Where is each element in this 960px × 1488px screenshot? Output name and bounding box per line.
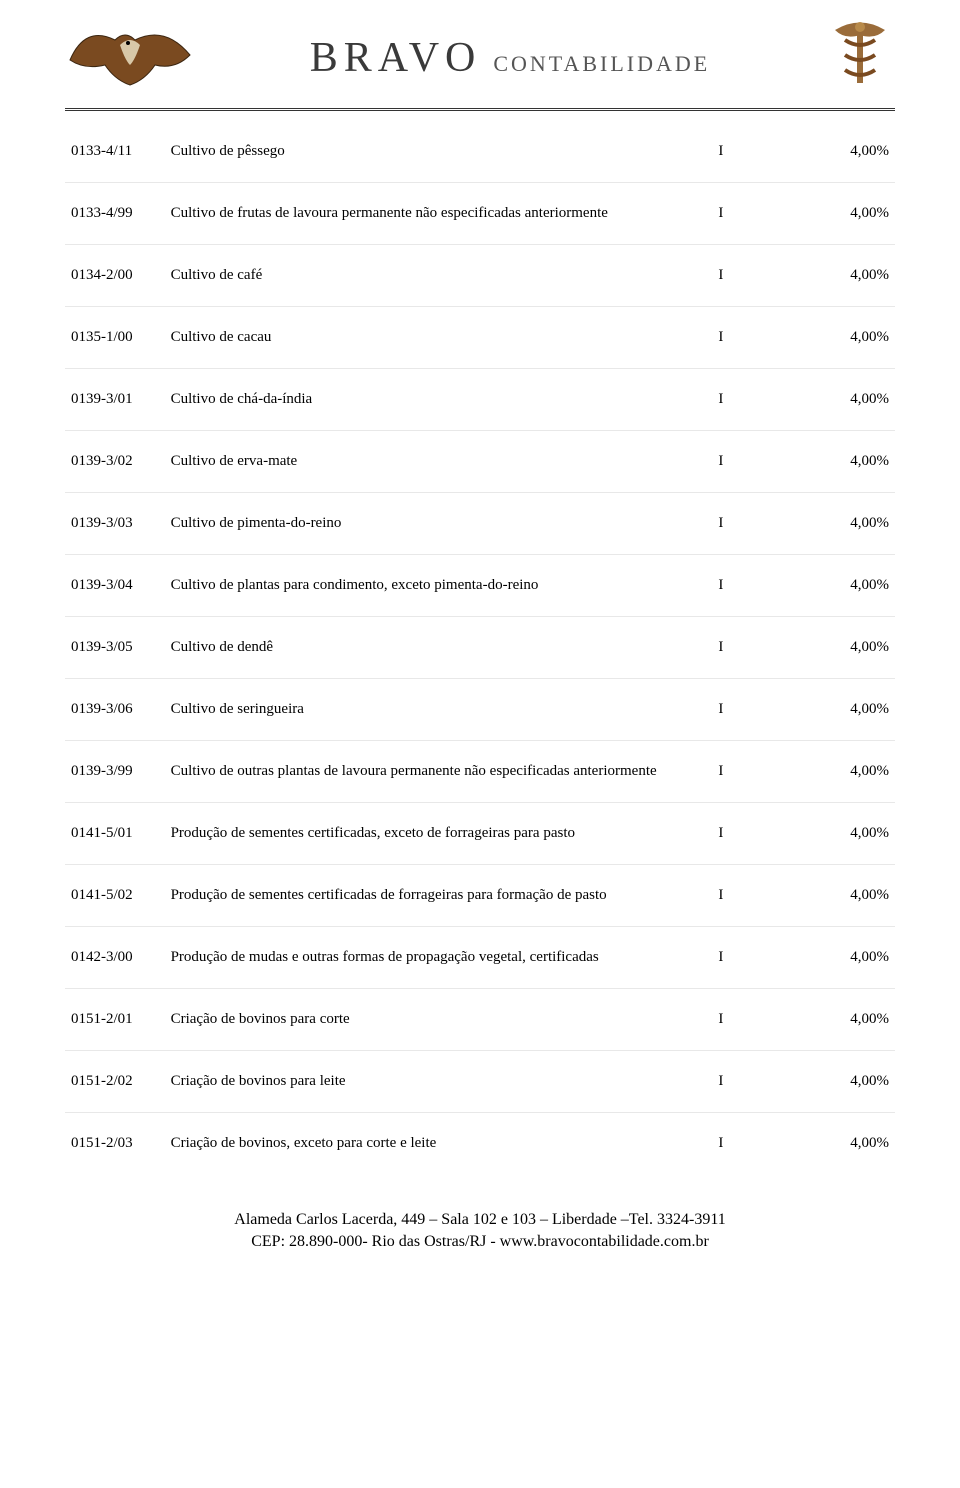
cell-description: Cultivo de cacau <box>165 307 713 369</box>
brand-main: BRAVO <box>310 34 482 82</box>
cell-anexo: I <box>712 617 778 679</box>
cell-aliquota: 4,00% <box>779 865 895 927</box>
cell-aliquota: 4,00% <box>779 679 895 741</box>
table-row: 0139-3/06Cultivo de seringueiraI4,00% <box>65 679 895 741</box>
cell-anexo: I <box>712 183 778 245</box>
cell-description: Cultivo de dendê <box>165 617 713 679</box>
cell-anexo: I <box>712 555 778 617</box>
cell-anexo: I <box>712 245 778 307</box>
caduceus-logo-icon <box>825 15 895 100</box>
cell-aliquota: 4,00% <box>779 555 895 617</box>
cell-anexo: I <box>712 307 778 369</box>
table-row: 0151-2/01Criação de bovinos para corteI4… <box>65 989 895 1051</box>
cell-anexo: I <box>712 431 778 493</box>
cell-code: 0141-5/02 <box>65 865 165 927</box>
cell-description: Produção de sementes certificadas, excet… <box>165 803 713 865</box>
footer-line2: CEP: 28.890-000- Rio das Ostras/RJ - www… <box>65 1231 895 1253</box>
cell-anexo: I <box>712 121 778 183</box>
cell-description: Cultivo de pêssego <box>165 121 713 183</box>
cell-aliquota: 4,00% <box>779 183 895 245</box>
table-row: 0151-2/02Criação de bovinos para leiteI4… <box>65 1051 895 1113</box>
table-row: 0141-5/01Produção de sementes certificad… <box>65 803 895 865</box>
cell-anexo: I <box>712 1051 778 1113</box>
cell-anexo: I <box>712 369 778 431</box>
cell-description: Criação de bovinos, exceto para corte e … <box>165 1113 713 1175</box>
cell-anexo: I <box>712 493 778 555</box>
cell-code: 0151-2/01 <box>65 989 165 1051</box>
cell-aliquota: 4,00% <box>779 245 895 307</box>
cell-description: Cultivo de outras plantas de lavoura per… <box>165 741 713 803</box>
cell-aliquota: 4,00% <box>779 989 895 1051</box>
cnae-table: 0133-4/11Cultivo de pêssegoI4,00%0133-4/… <box>65 121 895 1174</box>
table-row: 0139-3/99Cultivo de outras plantas de la… <box>65 741 895 803</box>
cell-code: 0139-3/01 <box>65 369 165 431</box>
cell-anexo: I <box>712 989 778 1051</box>
cell-code: 0139-3/05 <box>65 617 165 679</box>
letterhead: BRAVO CONTABILIDADE <box>65 15 895 108</box>
cell-description: Criação de bovinos para corte <box>165 989 713 1051</box>
cell-aliquota: 4,00% <box>779 927 895 989</box>
table-row: 0133-4/99Cultivo de frutas de lavoura pe… <box>65 183 895 245</box>
cell-anexo: I <box>712 1113 778 1175</box>
cell-aliquota: 4,00% <box>779 617 895 679</box>
cell-aliquota: 4,00% <box>779 803 895 865</box>
cell-anexo: I <box>712 865 778 927</box>
cell-description: Cultivo de seringueira <box>165 679 713 741</box>
table-row: 0134-2/00Cultivo de caféI4,00% <box>65 245 895 307</box>
cell-description: Cultivo de pimenta-do-reino <box>165 493 713 555</box>
cell-aliquota: 4,00% <box>779 307 895 369</box>
table-row: 0135-1/00Cultivo de cacauI4,00% <box>65 307 895 369</box>
cell-code: 0139-3/06 <box>65 679 165 741</box>
table-row: 0139-3/02Cultivo de erva-mateI4,00% <box>65 431 895 493</box>
cell-aliquota: 4,00% <box>779 121 895 183</box>
cell-aliquota: 4,00% <box>779 431 895 493</box>
cell-aliquota: 4,00% <box>779 1051 895 1113</box>
cell-code: 0135-1/00 <box>65 307 165 369</box>
cell-code: 0133-4/99 <box>65 183 165 245</box>
table-row: 0142-3/00Produção de mudas e outras form… <box>65 927 895 989</box>
cell-code: 0139-3/03 <box>65 493 165 555</box>
cell-description: Produção de mudas e outras formas de pro… <box>165 927 713 989</box>
cell-anexo: I <box>712 679 778 741</box>
cell-anexo: I <box>712 741 778 803</box>
cell-code: 0141-5/01 <box>65 803 165 865</box>
cell-code: 0134-2/00 <box>65 245 165 307</box>
cell-aliquota: 4,00% <box>779 369 895 431</box>
cell-code: 0142-3/00 <box>65 927 165 989</box>
cell-description: Produção de sementes certificadas de for… <box>165 865 713 927</box>
cell-aliquota: 4,00% <box>779 1113 895 1175</box>
cell-description: Cultivo de frutas de lavoura permanente … <box>165 183 713 245</box>
table-row: 0151-2/03Criação de bovinos, exceto para… <box>65 1113 895 1175</box>
cell-description: Criação de bovinos para leite <box>165 1051 713 1113</box>
cell-description: Cultivo de erva-mate <box>165 431 713 493</box>
table-row: 0139-3/04Cultivo de plantas para condime… <box>65 555 895 617</box>
footer-line1: Alameda Carlos Lacerda, 449 – Sala 102 e… <box>65 1209 895 1231</box>
cell-code: 0139-3/04 <box>65 555 165 617</box>
header-divider <box>65 108 895 111</box>
table-row: 0133-4/11Cultivo de pêssegoI4,00% <box>65 121 895 183</box>
cell-code: 0133-4/11 <box>65 121 165 183</box>
page-footer: Alameda Carlos Lacerda, 449 – Sala 102 e… <box>65 1209 895 1254</box>
cell-code: 0151-2/02 <box>65 1051 165 1113</box>
cell-code: 0151-2/03 <box>65 1113 165 1175</box>
cell-aliquota: 4,00% <box>779 493 895 555</box>
table-row: 0139-3/03Cultivo de pimenta-do-reinoI4,0… <box>65 493 895 555</box>
brand-sub: CONTABILIDADE <box>493 51 710 77</box>
table-row: 0139-3/01Cultivo de chá-da-índiaI4,00% <box>65 369 895 431</box>
table-row: 0141-5/02Produção de sementes certificad… <box>65 865 895 927</box>
cell-description: Cultivo de café <box>165 245 713 307</box>
table-row: 0139-3/05Cultivo de dendêI4,00% <box>65 617 895 679</box>
cell-anexo: I <box>712 803 778 865</box>
cell-description: Cultivo de plantas para condimento, exce… <box>165 555 713 617</box>
cell-code: 0139-3/99 <box>65 741 165 803</box>
eagle-logo-icon <box>65 15 195 100</box>
cell-anexo: I <box>712 927 778 989</box>
cell-code: 0139-3/02 <box>65 431 165 493</box>
cell-aliquota: 4,00% <box>779 741 895 803</box>
cell-description: Cultivo de chá-da-índia <box>165 369 713 431</box>
